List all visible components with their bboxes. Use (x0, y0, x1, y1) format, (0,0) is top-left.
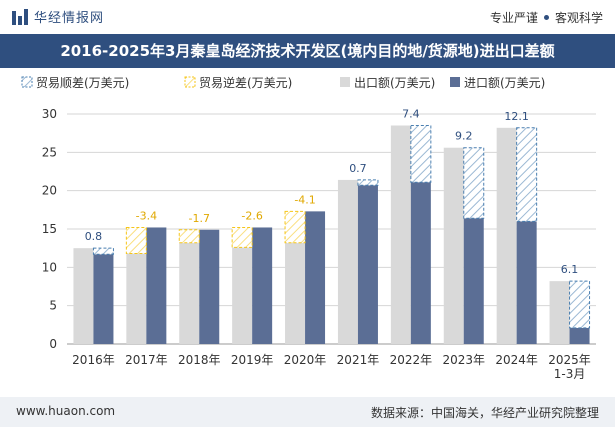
surplus-segment[interactable] (516, 127, 538, 222)
export-bar[interactable] (496, 127, 517, 344)
y-tick-label: 10 (42, 260, 57, 274)
x-tick-label: 2018年 (178, 353, 221, 367)
balance-data-label: 6.1 (561, 263, 579, 276)
import-bar[interactable] (516, 221, 537, 344)
deficit-segment[interactable] (231, 226, 253, 248)
balance-data-label: 12.1 (504, 110, 529, 123)
legend-swatch-0 (21, 76, 33, 88)
import-bar[interactable] (146, 227, 167, 344)
x-tick-label: 2025年 (548, 353, 591, 367)
balance-data-label: -1.7 (189, 212, 210, 225)
site-link[interactable]: www.huaon.com (16, 404, 116, 418)
balance-data-label: 0.8 (85, 230, 103, 243)
x-tick-label: 2017年 (125, 353, 168, 367)
legend-label-2[interactable]: 出口额(万美元) (354, 76, 435, 90)
chart-title: 2016-2025年3月秦皇岛经济技术开发区(境内目的地/货源地)进出口差额 (60, 42, 555, 60)
export-bar[interactable] (126, 253, 147, 344)
data-source: 数据来源：中国海关，华经产业研究院整理 (370, 406, 599, 420)
chart-area: 贸易顺差(万美元) 贸易逆差(万美元) 出口额(万美元) 进口额(万美元) 0 5 10 15… (21, 75, 596, 381)
surplus-segment[interactable] (463, 147, 485, 219)
deficit-segment[interactable] (125, 226, 147, 255)
brand-logo[interactable]: 华经情报网 (12, 7, 104, 26)
tag-objective: 客观科学 (554, 11, 603, 25)
x-tick-label: 2019年 (231, 353, 274, 367)
import-bar[interactable] (410, 182, 431, 344)
legend-swatch-1 (184, 76, 196, 88)
top-bar: 华经情报网 专业严谨 客观科学 (0, 0, 615, 34)
x-tick-label: 1-3月 (554, 367, 586, 381)
x-tick-label: 2020年 (284, 353, 327, 367)
x-tick-label: 2021年 (337, 353, 380, 367)
export-bar[interactable] (443, 147, 464, 344)
balance-data-label: 9.2 (455, 130, 473, 143)
footer-bar: www.huaon.com 数据来源：中国海关，华经产业研究院整理 (0, 397, 615, 427)
y-tick-label: 20 (42, 184, 57, 198)
x-tick-label: 2016年 (72, 353, 115, 367)
legend-swatch-3 (450, 77, 460, 87)
legend-swatch-2 (340, 77, 350, 87)
brand-name: 华经情报网 (34, 11, 105, 26)
tag-professional: 专业严谨 (489, 11, 538, 25)
export-bar[interactable] (179, 242, 200, 344)
surplus-segment[interactable] (92, 247, 114, 255)
import-bar[interactable] (357, 185, 378, 344)
y-tick-label: 0 (49, 337, 57, 351)
import-bar[interactable] (93, 254, 114, 344)
y-tick-label: 25 (42, 145, 57, 159)
export-bar[interactable] (390, 125, 411, 345)
deficit-segment[interactable] (284, 210, 306, 244)
y-tick-label: 30 (42, 107, 57, 121)
export-bar[interactable] (337, 179, 358, 344)
y-tick-label: 15 (42, 222, 57, 236)
export-bar[interactable] (285, 242, 306, 344)
legend-label-0[interactable]: 贸易顺差(万美元) (36, 76, 129, 90)
import-bar[interactable] (199, 229, 220, 344)
balance-data-label: -2.6 (241, 209, 262, 222)
x-tick-label: 2022年 (390, 353, 433, 367)
y-tick-label: 5 (49, 299, 57, 313)
title-bar: 2016-2025年3月秦皇岛经济技术开发区(境内目的地/货源地)进出口差额 (0, 34, 615, 68)
deficit-segment[interactable] (178, 229, 200, 244)
logo-icon (12, 8, 28, 25)
export-bar[interactable] (232, 247, 253, 344)
surplus-segment[interactable] (410, 125, 432, 183)
header-tags: 专业严谨 客观科学 (490, 9, 603, 26)
import-bar[interactable] (569, 327, 590, 344)
export-bar[interactable] (549, 281, 570, 344)
import-bar[interactable] (305, 211, 326, 344)
export-bar[interactable] (73, 248, 94, 344)
surplus-segment[interactable] (357, 179, 379, 186)
dot-separator-icon (543, 15, 549, 20)
x-tick-label: 2024年 (495, 353, 538, 367)
legend-label-3[interactable]: 进口额(万美元) (464, 76, 545, 90)
balance-data-label: -3.4 (136, 209, 157, 222)
x-tick-label: 2023年 (442, 353, 485, 367)
import-bar[interactable] (463, 218, 484, 344)
balance-data-label: -4.1 (294, 193, 315, 206)
surplus-segment[interactable] (569, 280, 591, 329)
balance-data-label: 7.4 (402, 108, 420, 121)
legend-label-1[interactable]: 贸易逆差(万美元) (199, 75, 292, 90)
balance-data-label: 0.7 (349, 162, 367, 175)
import-bar[interactable] (252, 227, 273, 344)
